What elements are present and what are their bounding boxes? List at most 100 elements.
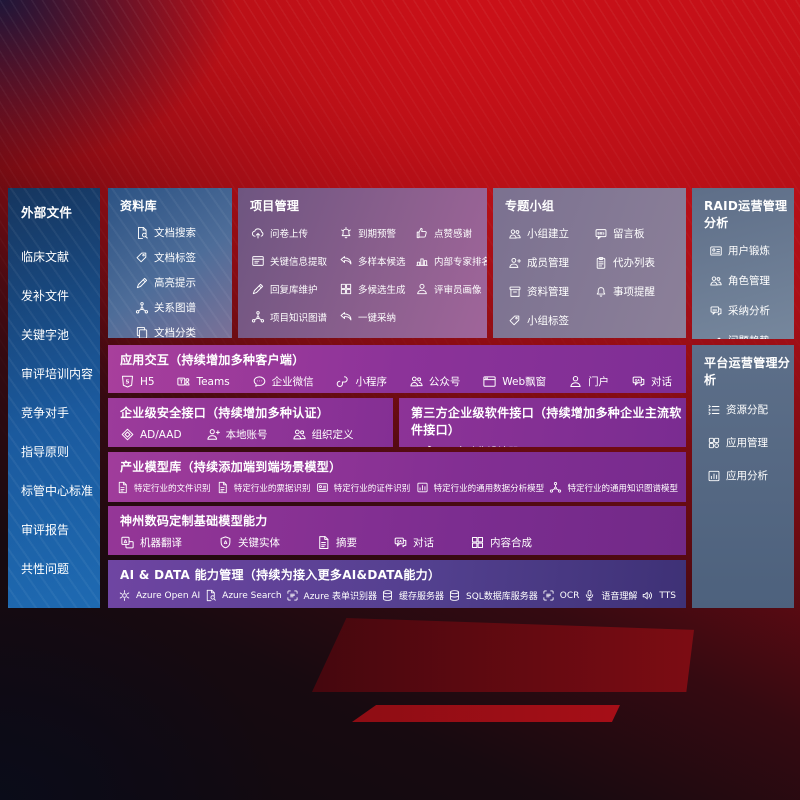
doc-lines-icon — [216, 481, 229, 494]
item-label: 文档标签 — [154, 252, 196, 264]
item-label: 评审员画像 — [434, 285, 482, 296]
thirdparty-software-row: 第三方企业级软件接口（持续增加多种企业主流软件接口） API自动化设计器 — [399, 398, 686, 447]
h5-icon — [120, 374, 135, 389]
sidebar-item: 关键字池 — [21, 326, 100, 343]
feature-item: 特定行业的通用知识图谱模型 — [549, 481, 678, 494]
digital-list: 机器翻译 关键实体 摘要 对话 内容合成 — [108, 535, 686, 550]
feature-item: 代办列表 — [594, 255, 686, 270]
item-label: Web飘窗 — [502, 376, 547, 388]
desk-silhouette — [312, 618, 694, 692]
topic-group-panel: 专题小组 小组建立 留言板 成员管理 代办列表 资料管理 事项提醒 小组标签 — [493, 188, 686, 338]
feature-item: 一键采纳 — [339, 310, 415, 324]
person-add-icon — [206, 427, 221, 442]
mic-icon — [583, 589, 596, 602]
feature-item: 角色管理 — [709, 273, 794, 288]
row-title: 产业模型库（持续添加端到端场景模型） — [120, 460, 342, 474]
item-label: SQL数据库服务器 — [466, 592, 538, 602]
people-icon — [292, 427, 307, 442]
industry-list: 特定行业的文件识别 特定行业的票据识别 特定行业的证件识别 特定行业的通用数据分… — [108, 481, 686, 494]
sidebar-item: 指导原则 — [21, 443, 100, 460]
feature-item: 对话 — [393, 535, 434, 550]
feature-item: 关键实体 — [218, 535, 280, 550]
item-label: 高亮提示 — [154, 277, 196, 289]
feature-item: 特定行业的通用数据分析模型 — [416, 481, 544, 494]
item-label: 问卷上传 — [270, 229, 309, 240]
project-list: 问卷上传 到期预警 点赞感谢 关键信息提取 多样本候选 内部专家排名 回复库维护… — [238, 226, 487, 324]
graph-icon — [251, 310, 265, 324]
row-title: 神州数码定制基础模型能力 — [120, 514, 268, 528]
feature-item: 采纳分析 — [709, 303, 794, 318]
feature-item: 内容合成 — [470, 535, 532, 550]
item-label: 关键字池 — [21, 328, 70, 342]
feature-item: API自动化设计器 — [419, 444, 519, 447]
item-label: H5 — [140, 375, 155, 388]
feature-item: 多候选生成 — [339, 282, 415, 296]
people-icon — [709, 274, 723, 288]
openai-icon — [118, 589, 131, 602]
feature-item: 评审员画像 — [415, 282, 487, 296]
feature-item: TTS — [641, 589, 676, 602]
item-label: 审评报告 — [21, 523, 70, 537]
window-text-icon — [251, 254, 265, 268]
feature-item: 事项提醒 — [594, 284, 686, 299]
id-card-icon — [316, 481, 329, 494]
doc-search-icon — [204, 589, 217, 602]
doc-copy-icon — [135, 326, 149, 339]
graph-icon — [135, 301, 149, 315]
panel-title: RAID运营管理分析 — [704, 199, 788, 230]
feature-item: 小组标签 — [508, 313, 594, 328]
library-list: 文档搜索 文档标签 高亮提示 关系图谱 文档分类 — [108, 225, 232, 338]
feature-item: 公众号 — [409, 374, 461, 389]
item-label: 到期预警 — [358, 229, 397, 240]
reply-arrow-icon — [339, 310, 353, 324]
feature-item: 应用分析 — [707, 468, 794, 483]
panel-title: 专题小组 — [505, 199, 555, 213]
alarm-icon — [339, 226, 353, 240]
feature-item: 资料管理 — [508, 284, 594, 299]
chat-qa-icon — [709, 304, 723, 318]
chart-box-icon — [707, 469, 721, 483]
group-list: 小组建立 留言板 成员管理 代办列表 资料管理 事项提醒 小组标签 — [493, 226, 686, 328]
feature-item: 本地账号 — [206, 427, 268, 442]
item-label: 对话 — [650, 376, 672, 388]
item-label: 多候选生成 — [358, 285, 406, 296]
feature-item: 回复库维护 — [251, 282, 339, 296]
feature-item: 文档分类 — [135, 325, 232, 338]
feature-item: 小程序 — [335, 374, 387, 389]
people-icon — [508, 227, 522, 241]
item-label: 企业微信 — [271, 376, 314, 388]
item-label: AD/AAD — [140, 428, 182, 441]
feature-item: 缓存服务器 — [381, 589, 444, 602]
thumbs-up-icon — [415, 226, 429, 240]
item-label: 小程序 — [355, 376, 387, 388]
feature-item: 特定行业的证件识别 — [316, 481, 410, 494]
item-label: 内容合成 — [490, 537, 532, 549]
ranking-icon — [415, 254, 429, 268]
item-label: 特定行业的文件识别 — [134, 483, 211, 494]
item-label: 门户 — [588, 376, 610, 388]
item-label: Teams — [196, 375, 230, 388]
item-label: 用户锻炼 — [728, 245, 770, 257]
sidebar-item: 标管中心标准 — [21, 482, 100, 499]
feature-item: Azure Search — [204, 589, 282, 602]
item-label: 组织定义 — [311, 429, 354, 441]
item-label: 采纳分析 — [728, 305, 770, 317]
item-label: 公众号 — [428, 376, 461, 388]
translate-icon — [120, 535, 135, 550]
item-label: 应用管理 — [726, 437, 768, 449]
sidebar-item: 临床文献 — [21, 248, 100, 265]
item-label: 文档分类 — [154, 327, 196, 338]
item-label: 成员管理 — [527, 257, 569, 269]
item-label: 小组建立 — [527, 228, 569, 240]
feature-item: 到期预警 — [339, 226, 415, 240]
item-label: 关键实体 — [238, 537, 280, 549]
item-label: Azure Open AI — [136, 590, 201, 601]
feature-item: 资源分配 — [707, 402, 794, 417]
industry-model-row: 产业模型库（持续添加端到端场景模型） 特定行业的文件识别 特定行业的票据识别 特… — [108, 452, 686, 502]
panel-title: 外部文件 — [21, 205, 73, 220]
external-files-list: 临床文献 发补文件 关键字池 审评培训内容 竞争对手 指导原则 标管中心标准 审评报告 共性问题 — [8, 221, 100, 577]
item-label: 事项提醒 — [613, 286, 655, 298]
item-label: 标管中心标准 — [21, 484, 94, 498]
item-label: 角色管理 — [728, 275, 770, 287]
feature-item: 关系图谱 — [135, 300, 232, 315]
